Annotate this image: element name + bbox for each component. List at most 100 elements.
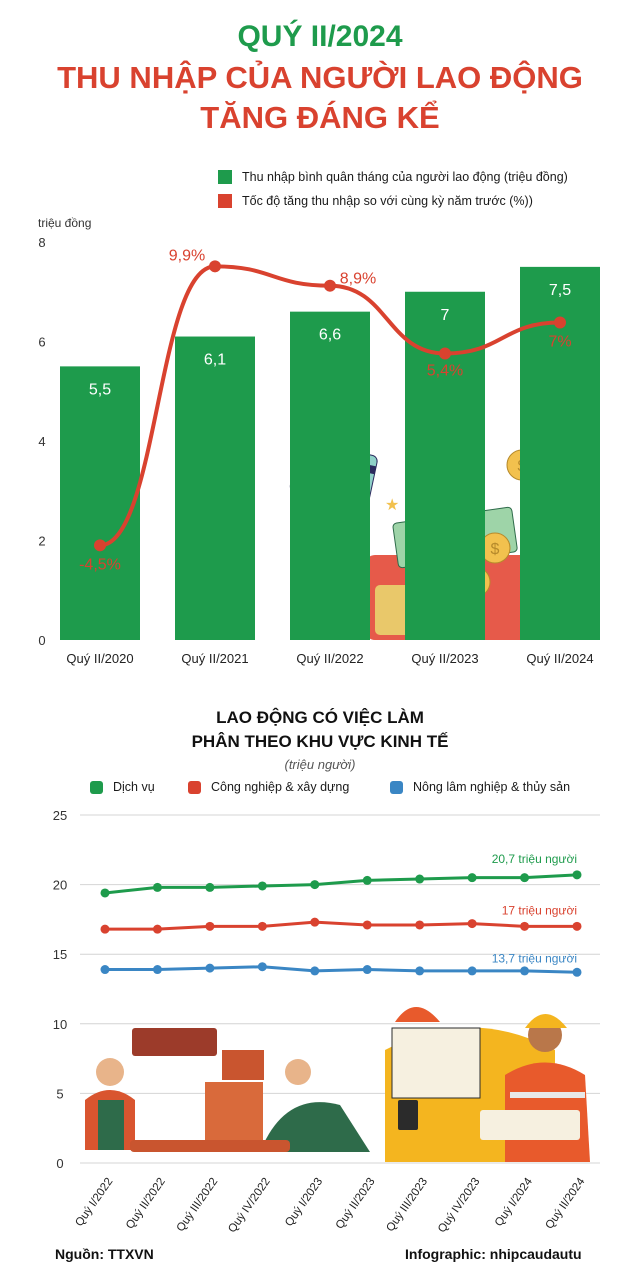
series-line [104,873,578,895]
section2-title-line1: LAO ĐỘNG CÓ VIỆC LÀM [216,708,424,727]
income-bar [520,266,600,640]
bar-value-label: 7 [441,307,450,324]
series-point [310,966,320,976]
series-point [257,962,267,972]
income-bar [405,291,485,640]
shelf-illustration [132,1028,217,1056]
bar-value-label: 7,5 [549,282,571,299]
series-point [100,924,110,934]
star-icon: ★ [385,497,399,514]
series-point [362,875,372,885]
income-bar [175,336,255,640]
growth-point [439,347,451,360]
growth-value-label: 9,9% [169,247,205,264]
dollar-icon: $ [491,541,500,558]
calculator-icon [398,1100,418,1130]
worker-apron [98,1100,124,1150]
x-tick-label: Quý IV/2022 [226,1176,273,1235]
series-point [257,881,267,891]
series-point [205,921,215,931]
series-point [415,874,425,884]
legend-growth-swatch [218,194,232,208]
series-end-label: 13,7 triệu người [492,951,577,965]
series-point [467,873,477,883]
growth-line [99,264,561,548]
series-point [572,967,582,977]
series-point [467,919,477,929]
series-point [467,966,477,976]
y-tick-label: 8 [38,235,45,250]
series-point [205,882,215,892]
series-point [310,917,320,927]
series-point [415,966,425,976]
worker-head [96,1058,124,1086]
series-point [310,880,320,890]
growth-point [94,539,106,552]
series-point [152,965,162,975]
x-tick-label: Quý III/2023 [384,1176,430,1234]
engineer-vest-stripe [510,1092,585,1098]
legend-services-label: Dịch vụ [113,780,155,794]
section2-title-line2: PHÂN THEO KHU VỰC KINH TẾ [191,732,449,751]
legend-agriculture: Nông lâm nghiệp & thủy sản [390,780,570,794]
bar-value-label: 6,6 [319,327,341,344]
series-point [572,921,582,931]
legend-industry-swatch [188,780,201,794]
machine-illustration [205,1082,263,1150]
headline-title: THU NHẬP CỦA NGƯỜI LAO ĐỘNG [57,60,583,95]
x-tick-label: Quý I/2023 [283,1176,325,1229]
legend-services-swatch [90,780,103,794]
x-tick-label: Quý II/2023 [334,1176,378,1232]
income-bar [60,366,140,640]
legend-income-label: Thu nhập bình quân tháng của người lao đ… [242,170,568,184]
legend-industry: Công nghiệp & xây dựng [188,780,349,794]
y-tick-label: 15 [53,947,67,962]
x-tick-label: Quý II/2022 [296,651,363,666]
headline-subtitle: TĂNG ĐÁNG KỂ [200,100,440,135]
growth-point [209,260,221,273]
growth-value-label: 5,4% [427,363,463,380]
headline-period: QUÝ II/2024 [237,20,403,53]
y-tick-label: 6 [38,335,45,350]
series-point [152,924,162,934]
infographic-credit: Infographic: nhipcaudautu [405,1246,582,1262]
series-point [520,921,530,931]
series-point [520,873,530,883]
section2-unit: (triệu người) [284,757,356,772]
legend-income-swatch [218,170,232,184]
table-illustration [130,1140,290,1152]
income-bar [290,311,370,640]
series-line [105,920,577,931]
series-point [152,882,162,892]
growth-point [324,279,336,292]
series-point [257,921,267,931]
worker-body [260,1102,370,1152]
x-tick-label: Quý II/2021 [181,651,248,666]
series-point [415,920,425,930]
x-tick-label: Quý I/2024 [493,1175,535,1228]
x-tick-label: Quý II/2023 [411,651,478,666]
x-tick-label: Quý III/2022 [175,1176,221,1234]
legend-agriculture-swatch [390,780,403,794]
y-axis-label: triệu đồng [38,216,91,230]
y-tick-label: 4 [38,434,45,449]
helmet-icon [395,1007,440,1022]
series-point [205,963,215,973]
growth-value-label: 7% [548,334,571,351]
x-tick-label: Quý II/2024 [544,1175,588,1231]
blueprint-illustration [391,1027,481,1099]
series-point [520,966,530,976]
x-tick-label: Quý II/2020 [66,651,133,666]
growth-value-label: 8,9% [340,271,376,288]
series-line [105,965,578,974]
series-point [100,888,110,898]
worker-head [285,1059,311,1085]
legend-industry-label: Công nghiệp & xây dựng [211,780,350,794]
engineer-plan [480,1110,580,1140]
series-point [362,965,372,975]
x-tick-label: Quý II/2024 [526,651,593,666]
x-tick-label: Quý IV/2023 [436,1176,483,1235]
legend-growth-label: Tốc độ tăng thu nhập so với cùng kỳ năm … [242,194,533,208]
